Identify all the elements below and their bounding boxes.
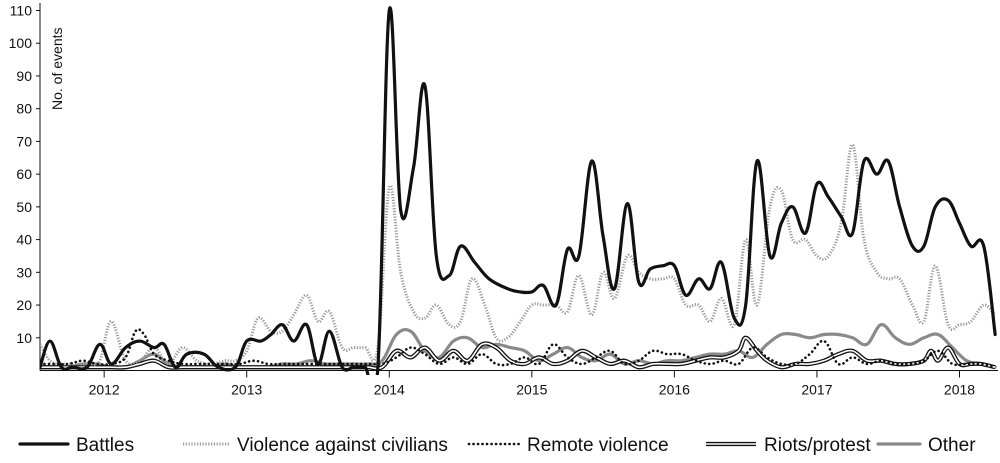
y-tick-label: 80 (16, 101, 32, 117)
legend-label-other: Other (928, 435, 976, 456)
x-tick-label: 2018 (944, 382, 975, 398)
legend-item-riots-protest: Riots/protest (706, 435, 871, 456)
series-remote-violence (40, 328, 997, 369)
y-tick-label: 100 (9, 35, 33, 51)
y-tick-label: 70 (16, 133, 32, 149)
series-battles (40, 6, 997, 375)
series-line-battles (40, 6, 997, 375)
y-tick-label: 40 (16, 232, 32, 248)
legend-label-riots-protest: Riots/protest (764, 435, 871, 456)
y-tick-label: 60 (16, 166, 32, 182)
legend-item-remote-violence: Remote violence (467, 435, 669, 456)
series-violence-against-civilians (40, 143, 997, 367)
legend-item-violence-against-civilians: Violence against civilians (183, 435, 448, 456)
axes: 10 20 30 40 50 60 70 80 90 100 110 2012 2013 2014 2015… (9, 3, 998, 398)
legend-label-violence-against-civilians: Violence against civilians (237, 435, 448, 456)
y-tick-label: 10 (16, 330, 32, 346)
x-tick-label: 2012 (89, 382, 120, 398)
y-tick-label: 110 (10, 3, 33, 19)
x-tick-label: 2013 (231, 382, 262, 398)
y-tick-label: 30 (16, 264, 32, 280)
legend-label-remote-violence: Remote violence (527, 435, 669, 456)
legend: Battles Violence against civilians Remote … (18, 435, 976, 456)
y-tick-label: 20 (16, 297, 32, 313)
x-tick-label: 2014 (374, 382, 405, 398)
y-axis-label: No. of events (49, 28, 65, 111)
series-line-riots-protest-inner (40, 336, 996, 370)
series-riots-protest (40, 335, 996, 371)
legend-item-other: Other (876, 435, 976, 456)
series-line-remote-violence (40, 328, 997, 369)
x-tick-label: 2016 (659, 382, 690, 398)
x-tick-label: 2015 (516, 382, 547, 398)
legend-label-battles: Battles (76, 435, 134, 456)
x-tick-label: 2017 (801, 382, 832, 398)
legend-item-battles: Battles (18, 435, 134, 456)
series-line-violence-against-civilians (40, 143, 997, 367)
y-tick-label: 90 (16, 68, 32, 84)
series-layer (40, 6, 997, 375)
y-tick-label: 50 (16, 199, 32, 215)
